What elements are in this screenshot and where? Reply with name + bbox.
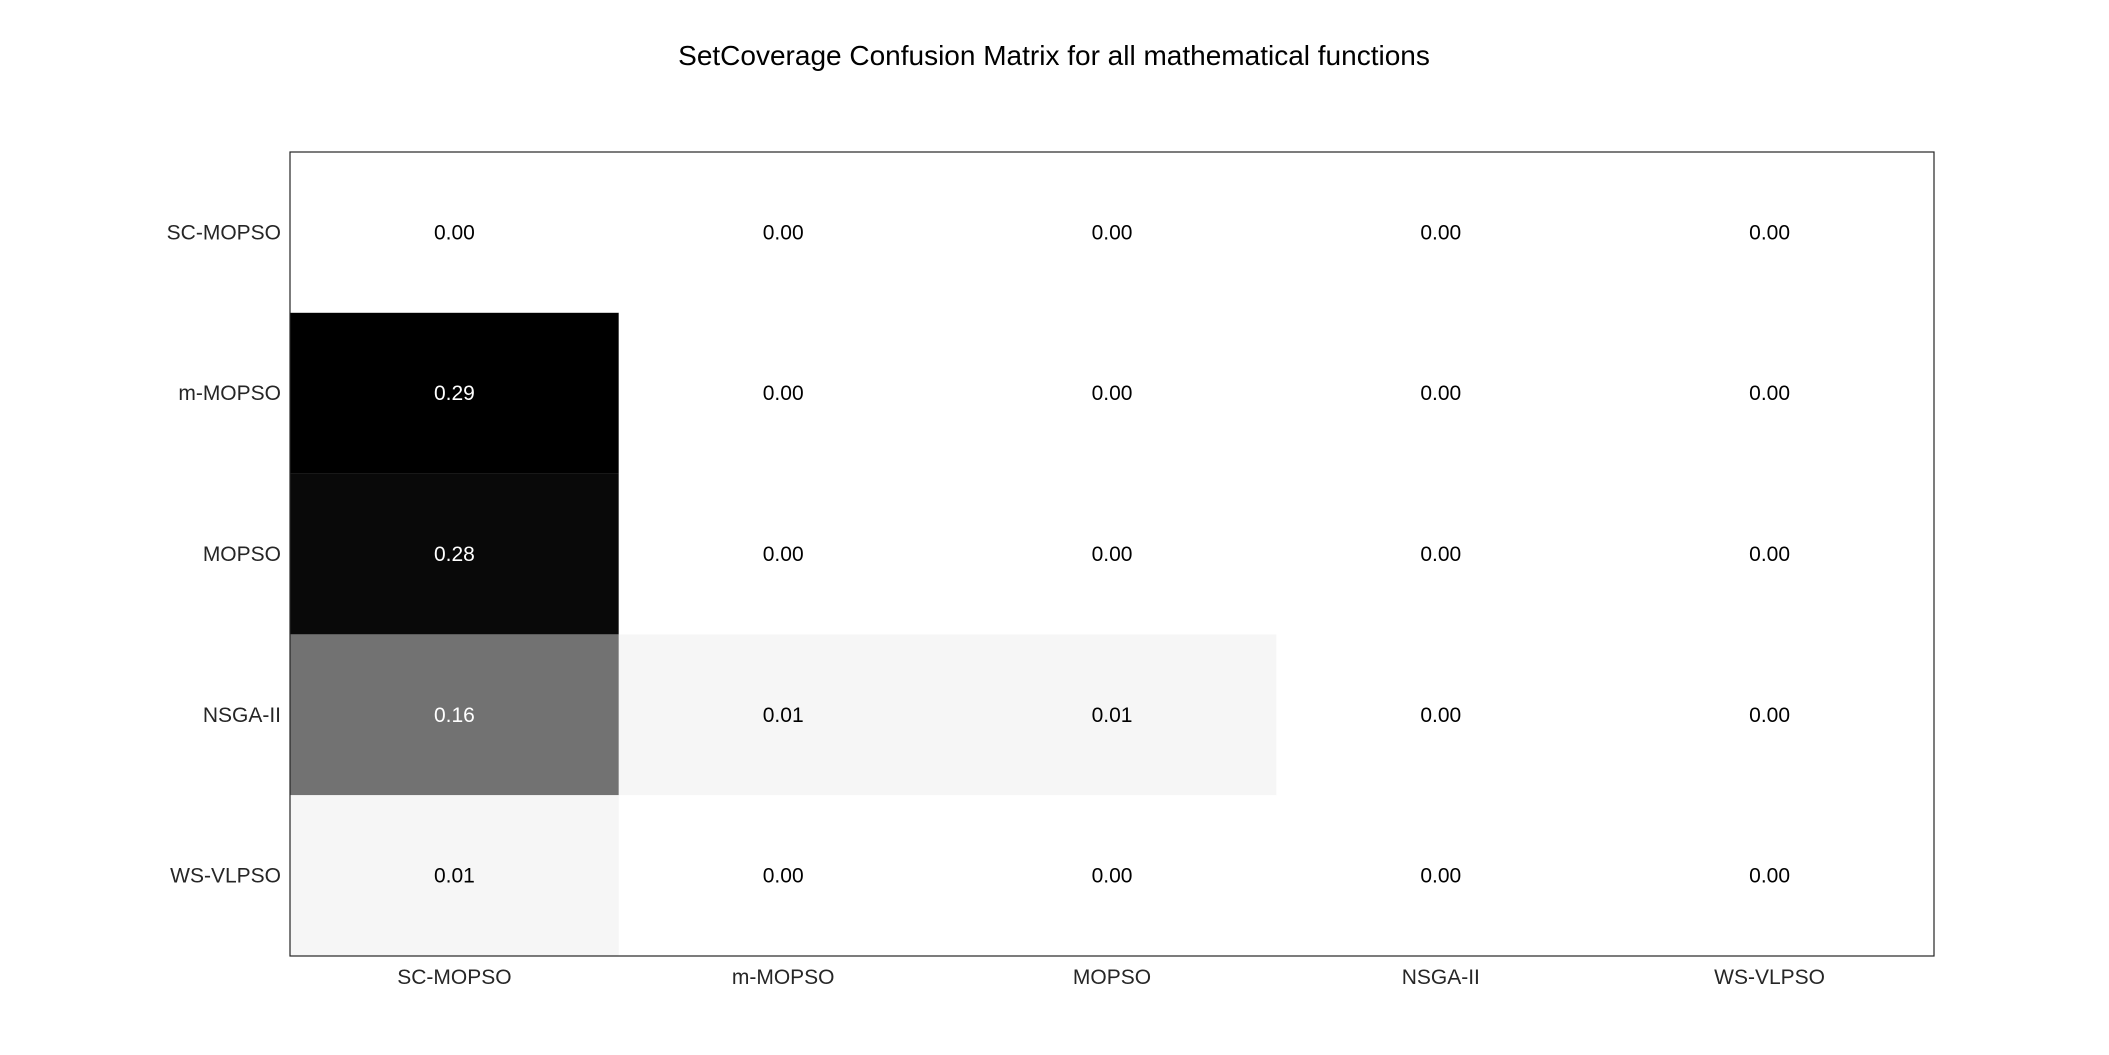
heatmap-cell-sc-mopso-sc-mopso xyxy=(290,152,619,313)
heatmap-cell-mopso-mopso xyxy=(947,473,1277,635)
x-axis-tick-labels: SC-MOPSO m-MOPSO MOPSO NSGA-II WS-VLPSO xyxy=(397,966,1825,989)
x-tick-label: m-MOPSO xyxy=(732,966,835,989)
heatmap-cell-m-mopso-sc-mopso xyxy=(290,312,619,474)
heatmap-cell-ws-vlpso-mopso xyxy=(947,795,1277,956)
heatmap-cell-nsga-ii-m-mopso xyxy=(618,634,948,796)
heatmap-cell-m-mopso-nsga-ii xyxy=(1276,312,1606,474)
x-tick-label: MOPSO xyxy=(1073,966,1151,989)
heatmap-cell-labels: 0.00 0.00 0.00 0.00 0.00 0.29 0.00 0.00 0.00 0.00… xyxy=(434,221,1790,887)
cell-value-label: 0.16 xyxy=(434,704,475,727)
heatmap-cell-nsga-ii-ws-vlpso xyxy=(1605,634,1934,796)
cell-value-label: 0.29 xyxy=(434,382,475,405)
cell-value-label: 0.00 xyxy=(1420,382,1461,405)
cell-value-label: 0.00 xyxy=(1092,543,1133,566)
cell-value-label: 0.00 xyxy=(434,221,475,244)
heatmap-cell-nsga-ii-sc-mopso xyxy=(290,634,619,796)
cell-value-label: 0.00 xyxy=(1749,543,1790,566)
cell-value-label: 0.00 xyxy=(1749,221,1790,244)
heatmap-cell-m-mopso-m-mopso xyxy=(618,312,948,474)
cell-value-label: 0.00 xyxy=(763,865,804,888)
cell-value-label: 0.00 xyxy=(763,221,804,244)
heatmap-cell-mopso-ws-vlpso xyxy=(1605,473,1934,635)
y-tick-label: WS-VLPSO xyxy=(170,865,281,888)
cell-value-label: 0.00 xyxy=(1749,865,1790,888)
cell-value-label: 0.00 xyxy=(1420,543,1461,566)
x-tick-label: NSGA-II xyxy=(1402,966,1480,989)
y-tick-label: m-MOPSO xyxy=(178,382,281,405)
heatmap-cell-nsga-ii-mopso xyxy=(947,634,1277,796)
y-tick-label: MOPSO xyxy=(203,543,281,566)
heatmap-cell-ws-vlpso-nsga-ii xyxy=(1276,795,1606,956)
heatmap-cell-mopso-nsga-ii xyxy=(1276,473,1606,635)
heatmap-cell-sc-mopso-nsga-ii xyxy=(1276,152,1606,313)
heatmap-cell-ws-vlpso-sc-mopso xyxy=(290,795,619,956)
y-tick-label: SC-MOPSO xyxy=(167,221,281,244)
cell-value-label: 0.01 xyxy=(434,865,475,888)
heatmap-cell-mopso-sc-mopso xyxy=(290,473,619,635)
heatmap-cell-m-mopso-mopso xyxy=(947,312,1277,474)
y-tick-label: NSGA-II xyxy=(203,704,281,727)
cell-value-label: 0.00 xyxy=(763,543,804,566)
heatmap-cell-ws-vlpso-ws-vlpso xyxy=(1605,795,1934,956)
heatmap-cells xyxy=(290,152,1934,956)
cell-value-label: 0.01 xyxy=(763,704,804,727)
chart-title: SetCoverage Confusion Matrix for all mat… xyxy=(678,40,1430,71)
cell-value-label: 0.00 xyxy=(763,382,804,405)
heatmap-cell-sc-mopso-mopso xyxy=(947,152,1277,313)
x-tick-label: SC-MOPSO xyxy=(397,966,511,989)
heatmap-cell-nsga-ii-nsga-ii xyxy=(1276,634,1606,796)
y-axis-tick-labels: SC-MOPSO m-MOPSO MOPSO NSGA-II WS-VLPSO xyxy=(167,221,281,887)
cell-value-label: 0.01 xyxy=(1092,704,1133,727)
heatmap-cell-m-mopso-ws-vlpso xyxy=(1605,312,1934,474)
cell-value-label: 0.00 xyxy=(1092,382,1133,405)
cell-value-label: 0.00 xyxy=(1092,865,1133,888)
cell-value-label: 0.28 xyxy=(434,543,475,566)
cell-value-label: 0.00 xyxy=(1749,704,1790,727)
plot-frame xyxy=(289,151,1935,957)
cell-value-label: 0.00 xyxy=(1749,382,1790,405)
cell-value-label: 0.00 xyxy=(1092,221,1133,244)
cell-value-label: 0.00 xyxy=(1420,704,1461,727)
cell-value-label: 0.00 xyxy=(1420,865,1461,888)
cell-value-label: 0.00 xyxy=(1420,221,1461,244)
heatmap-cell-sc-mopso-ws-vlpso xyxy=(1605,152,1934,313)
heatmap-cell-mopso-m-mopso xyxy=(618,473,948,635)
x-tick-label: WS-VLPSO xyxy=(1714,966,1825,989)
heatmap-cell-ws-vlpso-m-mopso xyxy=(618,795,948,956)
heatmap-cell-sc-mopso-m-mopso xyxy=(618,152,948,313)
